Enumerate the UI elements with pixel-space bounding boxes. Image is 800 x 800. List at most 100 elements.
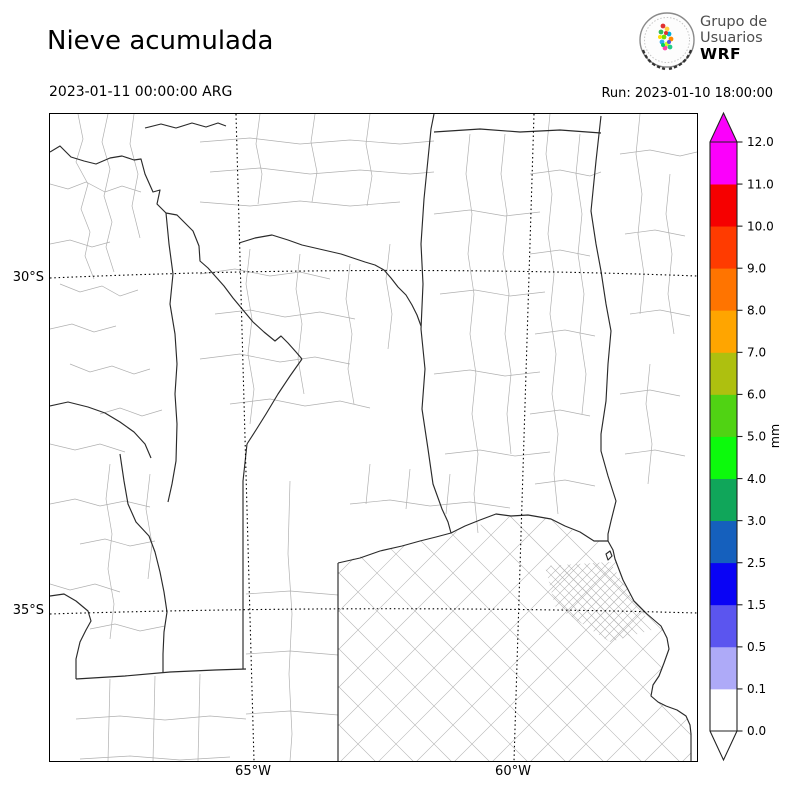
lat-label-35s: 35°S [12,603,44,618]
colorbar-tick-label: 7.0 [747,346,766,360]
department-boundaries [50,114,697,761]
colorbar-segment [710,226,737,269]
partido-boundary [338,516,691,546]
partido-boundary [338,600,691,761]
colorbar-tick-label: 2.5 [747,556,766,570]
partido-boundary [545,579,655,642]
colorbar-segment [710,394,737,437]
partido-boundary [338,516,691,660]
argentina-boundaries-map [50,114,697,761]
colorbar-over-arrow [710,113,737,142]
lon-label-65w: 65°W [235,764,271,779]
partido-boundary [545,606,655,642]
logo-line-2: Usuarios [700,30,763,46]
partido-boundary [545,562,655,642]
valid-time-label: 2023-01-11 00:00:00 ARG [49,84,233,100]
colorbar-segment [710,352,737,395]
logo-laurel-wreath [641,49,693,71]
colorbar-segment [710,520,737,564]
logo-line-1: Grupo de [700,14,768,30]
logo-inner-ring [644,17,690,63]
partido-boundary [338,516,691,698]
partido-boundary [545,562,655,634]
partido-boundary [545,562,655,642]
partido-boundary [545,562,655,642]
colorbar-segment [710,688,737,732]
colorbar-segment [710,604,737,648]
partido-boundary [545,597,655,642]
province-boundaries [50,114,692,761]
partido-boundary [545,562,655,589]
wrf-users-logo-text: Grupo de Usuarios WRF [700,14,767,62]
gridline-35s [50,608,697,615]
graticule [50,114,697,761]
logo-line-wrf: WRF [700,45,742,63]
colorbar-segment [710,268,737,311]
partido-boundary [338,516,691,761]
colorbar-tick-label: 6.0 [747,388,766,402]
gridline-30s [50,269,697,279]
partido-boundary [545,562,655,642]
partido-boundary [338,562,691,761]
partido-boundary [545,562,655,642]
partido-boundary [545,562,655,642]
colorbar-under-arrow [710,731,737,760]
gridline-65w [235,114,255,761]
partido-boundary [338,638,691,761]
colorbar-tick-label: 3.0 [747,514,766,528]
partido-boundary [545,562,655,642]
partido-boundary [338,516,691,575]
partido-boundary [338,647,691,761]
colorbar-tick-label: 12.0 [747,135,774,149]
partido-boundary [338,516,691,761]
colorbar-segment [710,562,737,606]
partido-boundary [545,562,655,625]
colorbar-tick-label: 1.5 [747,598,766,612]
colorbar-segment [710,436,737,479]
partido-boundary [338,516,691,584]
partido-boundary [338,685,691,761]
colorbar-segment [710,478,737,522]
partido-boundary [338,524,691,761]
colorbar-tick-label: 8.0 [747,303,766,317]
partido-boundary [338,516,691,613]
wrf-users-logo-emblem [639,12,695,71]
map-panel [49,113,698,762]
partido-boundary [545,562,655,607]
partido-boundary [338,516,691,761]
partido-boundary [338,516,691,736]
partido-boundary [545,562,655,642]
colorbar-segment [710,184,737,227]
colorbar-tick-label: 4.0 [747,472,766,486]
logo-rainbow-map [658,23,674,51]
colorbar-segment [710,310,737,353]
partido-boundary [338,516,691,651]
colorbar-tick-label: 5.0 [747,430,766,444]
partido-boundary [338,516,691,689]
partido-boundary [545,562,655,642]
gridline-60w [513,114,535,761]
partido-boundary [338,533,691,761]
colorbar-tick-label: 0.5 [747,640,766,654]
lat-label-30s: 30°S [12,270,44,285]
partido-boundary [545,570,655,642]
colorbar-tick-label: 10.0 [747,219,774,233]
partido-boundary [545,562,655,642]
partido-boundary [545,562,655,642]
colorbar-segment [710,646,737,690]
partido-boundary [545,570,655,642]
partido-boundary [545,562,655,625]
colorbar-unit-label: mm [767,424,782,448]
partido-boundary [545,562,655,598]
colorbar-segment [710,142,737,185]
logo-ring [639,12,695,68]
partido-boundary [545,588,655,642]
partido-boundary [338,609,691,761]
partido-boundary [545,562,655,634]
buenos-aires-partido-mesh [338,516,691,761]
colorbar-tick-label: 9.0 [747,261,766,275]
partido-boundary [545,562,655,642]
colorbar: mm 0.0 0.1 0.5 1.5 2.5 3.0 4.0 5.0 6.0 7.0 8.0 9.0 1… [709,111,782,762]
colorbar-tick-label: 0.0 [747,724,766,738]
partido-boundary [338,676,691,761]
